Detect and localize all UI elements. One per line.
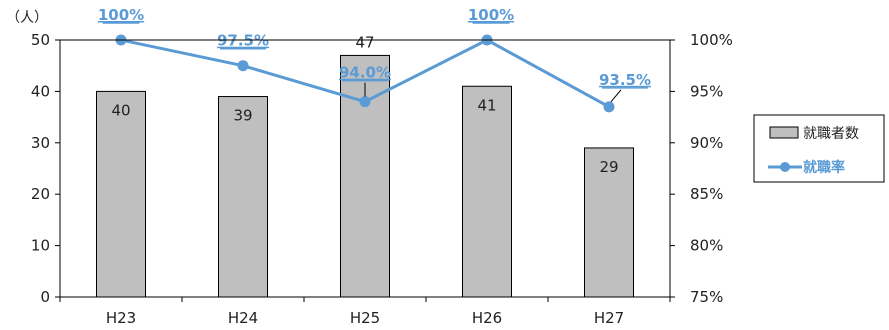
leader-line <box>610 89 622 103</box>
line-value-label: 94.0% <box>339 64 391 82</box>
plot-area-frame <box>59 39 671 298</box>
y-left-tick-label: 10 <box>31 237 50 255</box>
bar-value-label: 39 <box>233 107 252 125</box>
y-right-tick-label: 85% <box>690 185 723 203</box>
x-tick-label: H26 <box>472 309 502 327</box>
x-tick-label: H27 <box>594 309 624 327</box>
line-marker <box>603 101 615 113</box>
legend-box <box>753 114 885 183</box>
line-value-label: 97.5% <box>217 32 269 50</box>
y-right-axis: 75% 80% 85% 90% 95% 100% <box>670 31 733 306</box>
y-left-unit-label: （人） <box>6 10 48 26</box>
y-right-tick-label: 75% <box>690 288 723 306</box>
y-right-tick-label: 100% <box>690 31 733 49</box>
y-right-tick-label: 90% <box>690 134 723 152</box>
line-marker <box>237 60 249 72</box>
bar-value-label: 29 <box>599 158 618 176</box>
x-tick-label: H24 <box>228 309 258 327</box>
line-value-label: 100% <box>468 6 514 24</box>
y-left-tick-label: 20 <box>31 185 50 203</box>
line-marker <box>359 96 371 108</box>
y-left-axis: 0 10 20 30 40 50 <box>31 31 60 306</box>
line-value-labels: 100% 97.5% 94.0% 100% 93.5% <box>98 6 651 103</box>
y-left-tick-label: 30 <box>31 134 50 152</box>
x-axis: H23 H24 H25 H26 H27 <box>59 297 671 327</box>
bar-value-label: 41 <box>477 96 496 114</box>
bar <box>218 96 268 298</box>
legend-bar-label: 就職者数 <box>803 126 859 142</box>
line-series <box>115 34 615 113</box>
x-tick-label: H25 <box>350 309 380 327</box>
bar-value-label: 47 <box>355 33 374 51</box>
bar <box>96 90 146 298</box>
legend-line-marker <box>780 162 790 172</box>
legend: 就職者数 就職率 <box>753 114 885 183</box>
y-right-tick-label: 80% <box>690 237 723 255</box>
x-tick-label: H23 <box>106 309 136 327</box>
y-left-tick-label: 50 <box>31 31 50 49</box>
legend-line-label: 就職率 <box>803 159 845 176</box>
line-value-label: 93.5% <box>599 71 651 89</box>
line-value-label: 100% <box>98 6 144 24</box>
bar-value-labels: 40 39 47 41 29 <box>111 33 618 176</box>
y-left-tick-label: 40 <box>31 82 50 100</box>
legend-bar-swatch <box>769 126 799 139</box>
bar <box>462 85 512 298</box>
y-right-tick-label: 95% <box>690 82 723 100</box>
y-left-tick-label: 0 <box>40 288 50 306</box>
bar-value-label: 40 <box>111 101 130 119</box>
